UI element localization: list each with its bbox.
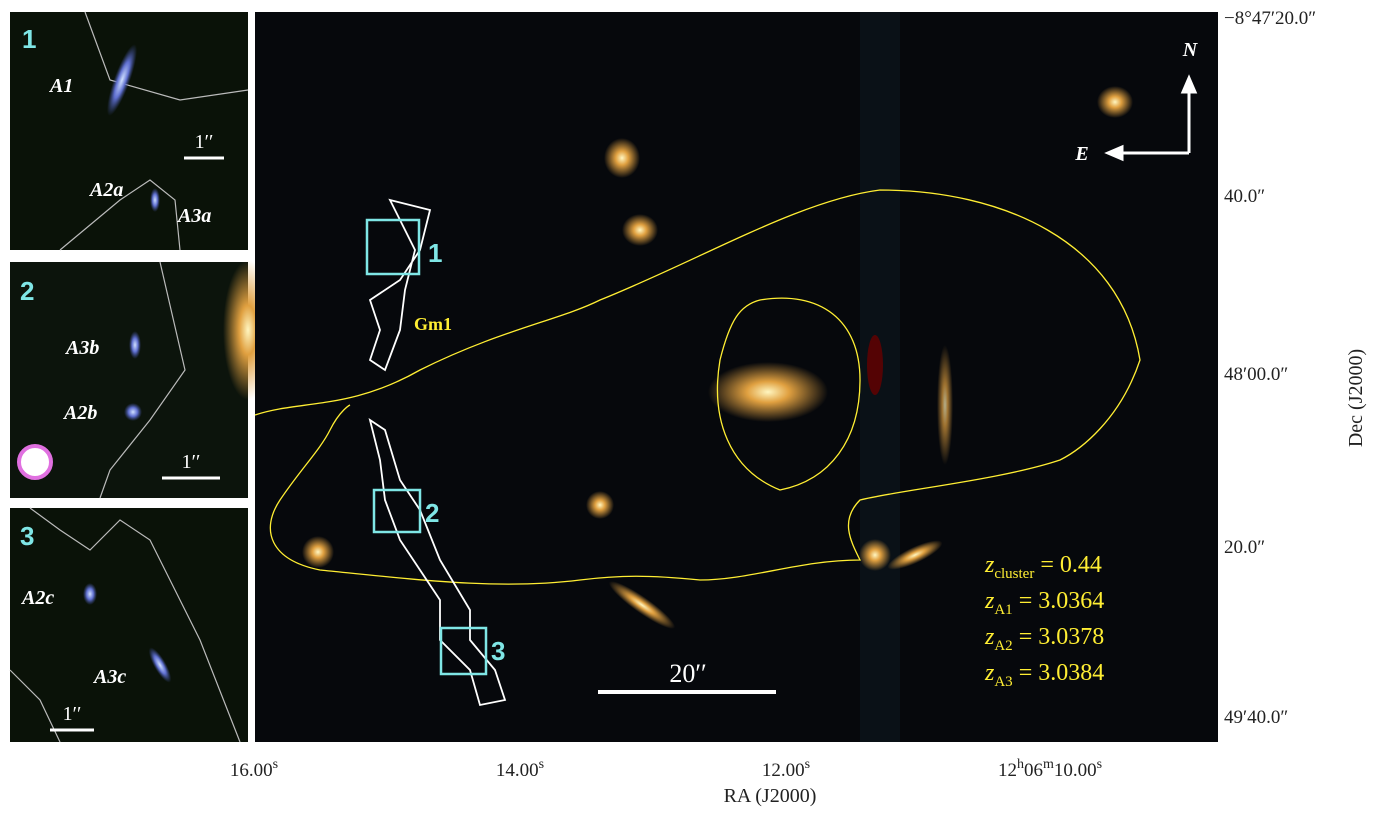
z-symbol: z — [984, 588, 995, 614]
tick-superscript: s — [805, 757, 810, 772]
inset-1: 1 A1 A2a A3a 1′′ — [10, 11, 249, 251]
x-axis: 16.00s 14.00s 12.00s 12h06m10.00s — [230, 757, 1102, 781]
redshift-label: zA1 = 3.0364 — [984, 588, 1104, 618]
inset-number: 3 — [20, 521, 34, 551]
tick-superscript: s — [539, 757, 544, 772]
tick-superscript: s — [1097, 757, 1102, 772]
z-value: = 3.0364 — [1019, 588, 1105, 614]
z-subscript: A1 — [994, 602, 1012, 618]
z-subscript: A2 — [994, 638, 1012, 654]
image-label: A2b — [62, 402, 97, 424]
compass-east: E — [1074, 143, 1088, 165]
y-axis-title: Dec (J2000) — [1345, 349, 1367, 447]
scale-label: 1′′ — [182, 451, 201, 473]
tick-text: 06 — [1024, 760, 1043, 781]
redshift-label: zA2 = 3.0378 — [984, 624, 1104, 654]
y-tick-label: −8°47′20.0″ — [1224, 8, 1316, 29]
x-tick-label: 12.00s — [762, 757, 810, 781]
image-label: A2c — [20, 587, 54, 609]
tick-superscript: h — [1017, 757, 1024, 772]
x-tick-label: 16.00s — [230, 757, 278, 781]
tick-text: 12 — [998, 760, 1017, 781]
image-label: A3a — [176, 205, 211, 227]
tick-text: 14.00 — [496, 760, 539, 781]
tick-superscript: s — [273, 757, 278, 772]
x-tick-label: 14.00s — [496, 757, 544, 781]
compass — [1104, 74, 1198, 162]
box-label: 1 — [428, 238, 442, 268]
member-label: Gm1 — [414, 314, 452, 334]
y-tick-label: 40.0″ — [1224, 186, 1265, 207]
box-label: 2 — [425, 498, 439, 528]
z-value: = 3.0384 — [1019, 660, 1105, 686]
z-symbol: z — [984, 660, 995, 686]
scale-label: 1′′ — [195, 131, 214, 153]
image-label: A3b — [64, 337, 99, 359]
z-symbol: z — [984, 552, 995, 578]
inset-number: 2 — [20, 276, 34, 306]
inset-number: 1 — [22, 24, 36, 54]
x-tick-label: 12h06m10.00s — [998, 757, 1102, 781]
image-label: A1 — [48, 75, 73, 97]
y-axis: −8°47′20.0″ 40.0″ 48′00.0″ 20.0″ 49′40.0″ — [1224, 8, 1316, 728]
tick-superscript: m — [1043, 757, 1054, 772]
tick-text: 16.00 — [230, 760, 273, 781]
inset-3: 3 A2c A3c 1′′ — [9, 507, 248, 743]
scale-label: 20′′ — [669, 659, 706, 688]
redshift-label: zcluster = 0.44 — [984, 552, 1102, 582]
z-symbol: z — [984, 624, 995, 650]
z-value: = 0.44 — [1040, 552, 1102, 578]
box-label: 3 — [491, 636, 505, 666]
inset-2: 2 A3b A2b 1′′ — [10, 260, 273, 499]
y-tick-label: 20.0″ — [1224, 537, 1265, 558]
z-subscript: cluster — [994, 566, 1034, 582]
y-tick-label: 48′00.0″ — [1224, 364, 1288, 385]
x-axis-title: RA (J2000) — [724, 785, 817, 807]
z-value: = 3.0378 — [1019, 624, 1105, 650]
scale-label: 1′′ — [63, 703, 82, 725]
tick-text: 10.00 — [1054, 760, 1097, 781]
compass-north: N — [1182, 39, 1199, 61]
y-tick-label: 49′40.0″ — [1224, 707, 1288, 728]
redshift-label: zA3 = 3.0384 — [984, 660, 1104, 690]
tick-text: 12.00 — [762, 760, 805, 781]
image-label: A2a — [88, 179, 123, 201]
z-subscript: A3 — [994, 674, 1012, 690]
image-label: A3c — [92, 666, 126, 688]
